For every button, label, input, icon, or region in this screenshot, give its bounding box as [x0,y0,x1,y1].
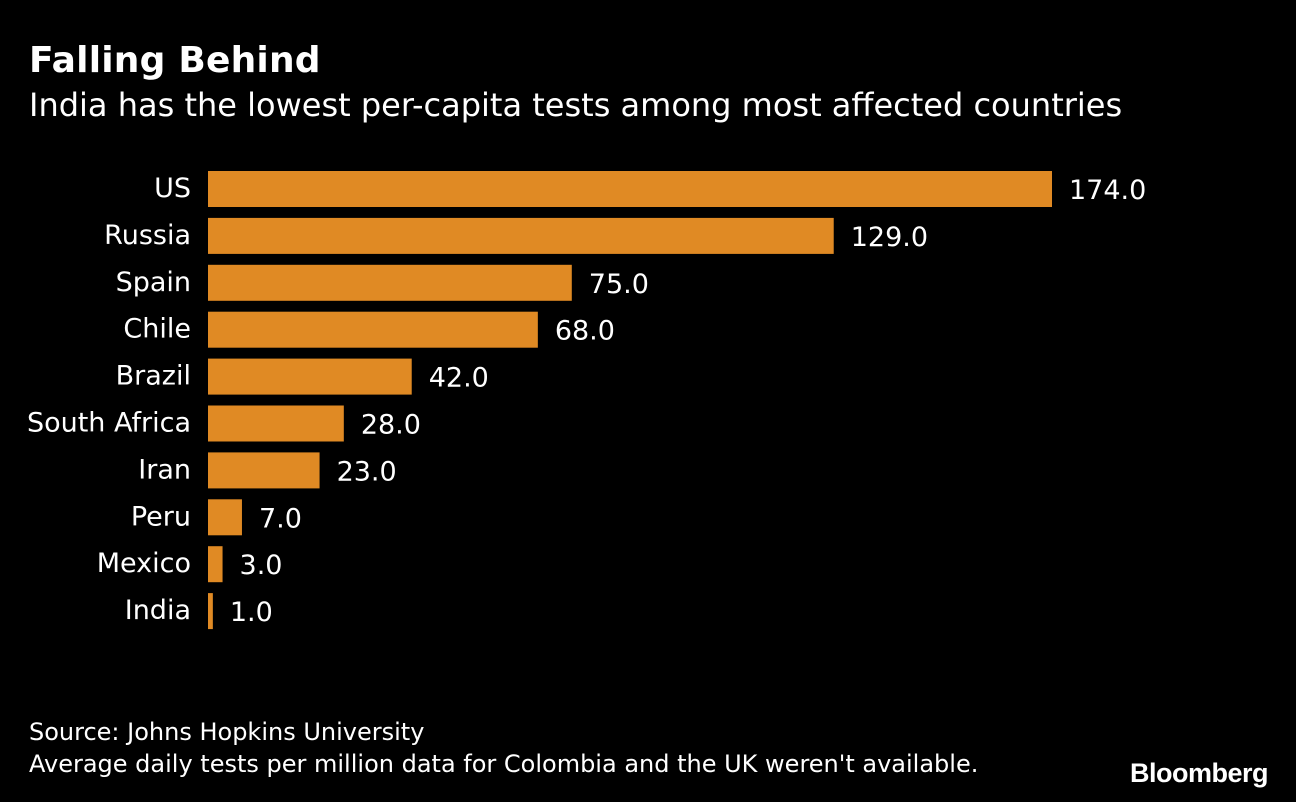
category-label-chile: Chile [123,314,191,345]
value-label-chile: 68.0 [555,316,615,347]
value-label-russia: 129.0 [851,222,928,253]
category-label-peru: Peru [131,501,191,532]
bar-brazil [208,358,412,395]
bar-chile [208,311,538,348]
bar-iran [208,452,320,489]
bar-south-africa [208,405,344,442]
chart-title: Falling Behind [29,40,321,81]
data-note: Average daily tests per million data for… [29,750,979,778]
category-label-spain: Spain [116,267,191,298]
category-label-iran: Iran [138,454,191,485]
value-label-india: 1.0 [230,597,273,628]
bar-india [208,593,213,630]
value-label-spain: 75.0 [589,269,649,300]
source-note: Source: Johns Hopkins University [29,718,425,746]
bloomberg-logo: Bloomberg [1129,758,1269,788]
category-label-india: India [125,595,191,626]
category-label-south-africa: South Africa [27,408,191,439]
value-label-south-africa: 28.0 [361,410,421,441]
value-label-peru: 7.0 [259,503,302,534]
value-label-brazil: 42.0 [429,363,489,394]
category-label-mexico: Mexico [97,548,191,579]
value-label-mexico: 3.0 [240,550,283,581]
bar-mexico [208,546,223,583]
bar-peru [208,499,242,536]
bar-russia [208,217,834,254]
category-label-brazil: Brazil [116,361,191,392]
value-label-us: 174.0 [1069,175,1146,206]
category-label-us: US [154,173,191,204]
value-label-iran: 23.0 [337,456,397,487]
bar-spain [208,264,572,301]
bar-us [208,171,1052,207]
chart-subtitle: India has the lowest per-capita tests am… [29,86,1123,124]
category-label-russia: Russia [104,220,191,251]
